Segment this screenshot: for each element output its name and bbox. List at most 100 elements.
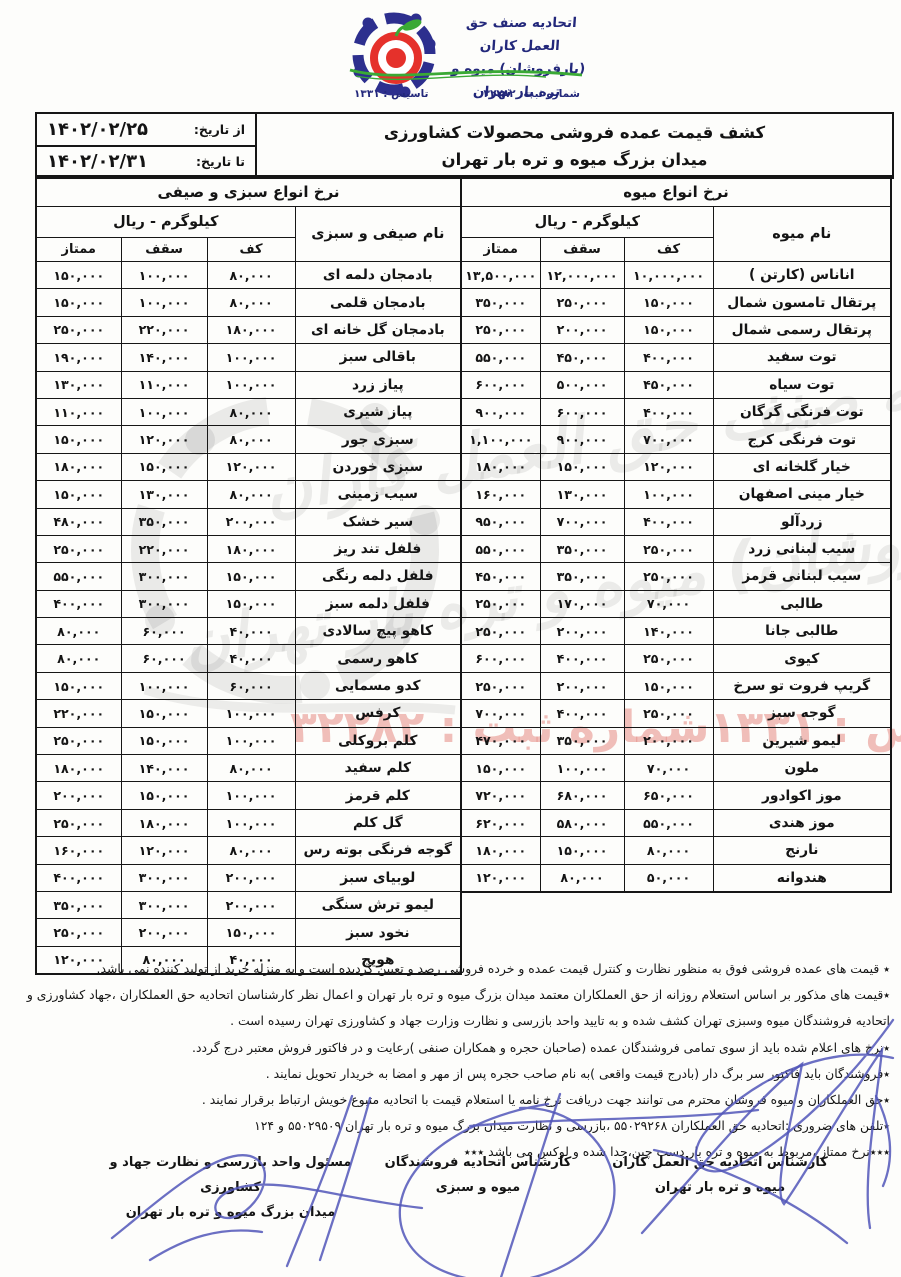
ceiling-price-cell: ۲۰۰,۰۰۰ [539, 671, 625, 701]
premium-price-cell: ۲۵۰,۰۰۰ [35, 534, 122, 564]
from-date-row: از تاریخ: ۱۴۰۲/۰۲/۲۵ [37, 114, 255, 145]
ceiling-price-cell: ۶۰۰,۰۰۰ [539, 397, 625, 427]
fruit-price-table: نرخ انواع میوه نام میوه کیلوگرم - ریال ک… [460, 175, 893, 893]
logo-registration-row: شماره ثبت: ۳۲۲۸۲ تاسیس : ۱۳۳۱ [354, 88, 580, 100]
floor-price-cell: ۱۰۰,۰۰۰ [206, 343, 296, 372]
floor-price-cell: ۱۵۰,۰۰۰ [206, 589, 296, 619]
ceiling-price-cell: ۱۷۰,۰۰۰ [539, 589, 625, 619]
vegetable-price-row: کاهو رسمی ۴۰,۰۰۰ ۶۰,۰۰۰ ۸۰,۰۰۰ [35, 644, 462, 673]
floor-price-cell: ۱۵۰,۰۰۰ [206, 562, 296, 591]
floor-price-cell: ۴۰,۰۰۰ [206, 945, 296, 975]
floor-price-cell: ۲۰۰,۰۰۰ [623, 726, 714, 756]
floor-price-cell: ۴۰۰,۰۰۰ [623, 343, 714, 372]
fruit-price-row: هندوانه ۵۰,۰۰۰ ۸۰,۰۰۰ ۱۲۰,۰۰۰ [460, 863, 892, 893]
product-name-cell: گریپ فروت تو سرخ [712, 671, 892, 701]
ceiling-price-cell: ۴۰۰,۰۰۰ [539, 644, 625, 673]
product-name-cell: سیب زمینی [294, 480, 462, 509]
floor-price-cell: ۱۴۰,۰۰۰ [623, 617, 714, 646]
vegetable-price-row: سیر خشک ۲۰۰,۰۰۰ ۳۵۰,۰۰۰ ۴۸۰,۰۰۰ [35, 507, 462, 536]
premium-price-cell: ۱۳,۵۰۰,۰۰۰ [460, 260, 541, 290]
fruit-price-row: اناناس (کارتن ) ۱۰,۰۰۰,۰۰۰ ۱۲,۰۰۰,۰۰۰ ۱۳… [460, 260, 892, 290]
logo-swoosh-icon [349, 68, 583, 81]
fruit-price-row: خیار مینی اصفهان ۱۰۰,۰۰۰ ۱۳۰,۰۰۰ ۱۶۰,۰۰۰ [460, 480, 892, 509]
floor-price-cell: ۱۰۰,۰۰۰ [206, 370, 296, 399]
premium-price-cell: ۵۵۰,۰۰۰ [35, 562, 122, 591]
premium-price-cell: ۴۰۰,۰۰۰ [35, 863, 122, 892]
premium-price-cell: ۴۵۰,۰۰۰ [460, 562, 541, 591]
premium-price-cell: ۶۰۰,۰۰۰ [460, 370, 541, 399]
ceiling-price-cell: ۱۵۰,۰۰۰ [120, 699, 208, 728]
ceiling-price-cell: ۱۵۰,۰۰۰ [120, 726, 208, 756]
floor-price-cell: ۱۰۰,۰۰۰ [206, 781, 296, 810]
vegetable-price-row: کلم بروکلی ۱۰۰,۰۰۰ ۱۵۰,۰۰۰ ۲۵۰,۰۰۰ [35, 726, 462, 756]
floor-price-cell: ۲۰۰,۰۰۰ [206, 863, 296, 892]
signature-subtitle: میوه و سبزی [435, 1180, 521, 1195]
premium-price-cell: ۱۵۰,۰۰۰ [35, 480, 122, 509]
vegetable-section-title: نرخ انواع سبزی و صیفی [35, 175, 462, 207]
fruit-price-row: نارنج ۸۰,۰۰۰ ۱۵۰,۰۰۰ ۱۸۰,۰۰۰ [460, 836, 892, 865]
fruit-price-row: توت فرنگی کرج ۷۰۰,۰۰۰ ۹۰۰,۰۰۰ ۱,۱۰۰,۰۰۰ [460, 425, 892, 454]
premium-price-cell: ۱۸۰,۰۰۰ [35, 754, 122, 783]
premium-price-cell: ۳۵۰,۰۰۰ [460, 288, 541, 317]
title-line2: میدان بزرگ میوه و تره بار تهران [441, 149, 708, 169]
vegetable-price-row: بادمجان قلمی ۸۰,۰۰۰ ۱۰۰,۰۰۰ ۱۵۰,۰۰۰ [35, 288, 462, 317]
premium-price-cell: ۳۵۰,۰۰۰ [35, 890, 122, 920]
premium-price-cell: ۹۰۰,۰۰۰ [460, 397, 541, 427]
ceiling-price-cell: ۶۸۰,۰۰۰ [539, 781, 625, 810]
fruit-price-row: سیب لبنانی قرمز ۲۵۰,۰۰۰ ۳۵۰,۰۰۰ ۴۵۰,۰۰۰ [460, 562, 892, 591]
ceiling-price-cell: ۸۰,۰۰۰ [120, 945, 208, 975]
date-range-box: از تاریخ: ۱۴۰۲/۰۲/۲۵ تا تاریخ: ۱۴۰۲/۰۲/۳… [37, 114, 257, 177]
floor-price-cell: ۵۰,۰۰۰ [623, 863, 714, 893]
product-name-cell: طالبی جانا [712, 617, 892, 646]
product-name-cell: فلفل تند ریز [294, 534, 462, 564]
premium-price-cell: ۱۵۰,۰۰۰ [460, 754, 541, 783]
product-name-cell: هندوانه [712, 863, 892, 893]
vegetable-price-row: فلفل تند ریز ۱۸۰,۰۰۰ ۲۲۰,۰۰۰ ۲۵۰,۰۰۰ [35, 534, 462, 564]
premium-price-cell: ۲۵۰,۰۰۰ [35, 918, 122, 947]
vegetable-price-row: گل کلم ۱۰۰,۰۰۰ ۱۸۰,۰۰۰ ۲۵۰,۰۰۰ [35, 808, 462, 838]
vegetable-price-row: کاهو پیچ سالادی ۴۰,۰۰۰ ۶۰,۰۰۰ ۸۰,۰۰۰ [35, 617, 462, 646]
fruit-unit-header: کیلوگرم - ریال [460, 206, 714, 238]
ceiling-price-cell: ۳۵۰,۰۰۰ [539, 562, 625, 591]
vegetable-price-row: لیمو ترش سنگی ۲۰۰,۰۰۰ ۳۰۰,۰۰۰ ۳۵۰,۰۰۰ [35, 890, 462, 920]
signature-title: مسئول واحد بازرسی و نظارت جهاد و کشاورزی [109, 1155, 352, 1195]
fruit-price-row: توت سفید ۴۰۰,۰۰۰ ۴۵۰,۰۰۰ ۵۵۰,۰۰۰ [460, 343, 892, 372]
ceiling-price-cell: ۳۰۰,۰۰۰ [120, 863, 208, 892]
ceiling-price-cell: ۱۲,۰۰۰,۰۰۰ [539, 260, 625, 290]
product-name-cell: گل کلم [294, 808, 462, 838]
floor-price-cell: ۶۰,۰۰۰ [206, 671, 296, 701]
ceiling-price-cell: ۱۵۰,۰۰۰ [120, 781, 208, 810]
premium-price-cell: ۸۰,۰۰۰ [35, 617, 122, 646]
premium-price-cell: ۲۵۰,۰۰۰ [35, 315, 122, 345]
floor-price-cell: ۱۵۰,۰۰۰ [206, 918, 296, 947]
ceiling-price-cell: ۱۰۰,۰۰۰ [120, 671, 208, 701]
premium-price-cell: ۷۲۰,۰۰۰ [460, 781, 541, 810]
product-name-cell: پرتقال تامسون شمال [712, 288, 892, 317]
fruit-price-row: زردآلو ۴۰۰,۰۰۰ ۷۰۰,۰۰۰ ۹۵۰,۰۰۰ [460, 507, 892, 536]
premium-price-cell: ۲۵۰,۰۰۰ [35, 726, 122, 756]
vegetable-price-row: باقالی سبز ۱۰۰,۰۰۰ ۱۴۰,۰۰۰ ۱۹۰,۰۰۰ [35, 343, 462, 372]
premium-price-cell: ۱۱۰,۰۰۰ [35, 397, 122, 427]
union-logo: اتحادیه صنف حق العمل کاران (بارفروشان) م… [328, 2, 594, 108]
vegetable-premium-header: ممتاز [35, 237, 122, 262]
footnotes: ٭ قیمت های عمده فروشی فوق به منظور نظارت… [27, 956, 890, 1166]
from-date-label: از تاریخ: [193, 121, 245, 137]
floor-price-cell: ۸۰,۰۰۰ [206, 397, 296, 427]
ceiling-price-cell: ۱۰۰,۰۰۰ [120, 260, 208, 290]
ceiling-price-cell: ۳۵۰,۰۰۰ [539, 534, 625, 564]
floor-price-cell: ۲۵۰,۰۰۰ [623, 644, 714, 673]
ceiling-price-cell: ۳۰۰,۰۰۰ [120, 890, 208, 920]
fruit-price-row: کیوی ۲۵۰,۰۰۰ ۴۰۰,۰۰۰ ۶۰۰,۰۰۰ [460, 644, 892, 673]
ceiling-price-cell: ۱۵۰,۰۰۰ [539, 452, 625, 482]
product-name-cell: اناناس (کارتن ) [712, 260, 892, 290]
product-name-cell: کاهو پیچ سالادی [294, 617, 462, 646]
signature-block-sellers-union-expert: کارشناس اتحادیه فروشندگان میوه و سبزی [362, 1150, 594, 1200]
ceiling-price-cell: ۷۰۰,۰۰۰ [539, 507, 625, 536]
premium-price-cell: ۱۹۰,۰۰۰ [35, 343, 122, 372]
premium-price-cell: ۱۳۰,۰۰۰ [35, 370, 122, 399]
footnote-line: ٭نرخ های اعلام شده باید از سوی تمامی فرو… [192, 1039, 890, 1055]
product-name-cell: کرفس [294, 699, 462, 728]
premium-price-cell: ۲۵۰,۰۰۰ [460, 617, 541, 646]
ceiling-price-cell: ۲۲۰,۰۰۰ [120, 315, 208, 345]
ceiling-price-cell: ۶۰,۰۰۰ [120, 644, 208, 673]
